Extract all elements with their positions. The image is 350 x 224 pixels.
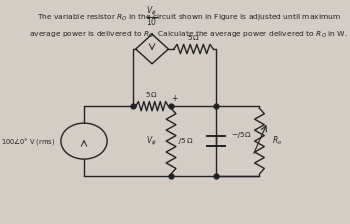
Text: $V_\phi$: $V_\phi$	[146, 135, 156, 148]
Text: $+$: $+$	[172, 93, 179, 103]
Text: $-j5\,\Omega$: $-j5\,\Omega$	[231, 130, 252, 140]
Text: $j5\,\Omega$: $j5\,\Omega$	[178, 136, 194, 146]
Text: $5\,\Omega$: $5\,\Omega$	[187, 33, 200, 42]
Text: $R_o$: $R_o$	[272, 135, 282, 147]
Text: $\dfrac{V_\phi}{10}$: $\dfrac{V_\phi}{10}$	[146, 4, 158, 28]
Text: $5\,\Omega$: $5\,\Omega$	[146, 90, 159, 99]
Text: $100\angle0°$ V (rms): $100\angle0°$ V (rms)	[1, 136, 55, 146]
Text: average power is delivered to $R_O$. Calculate the average power delivered to $R: average power is delivered to $R_O$. Cal…	[29, 30, 348, 40]
Text: The variable resistor $R_O$ in the circuit shown in Figure is adjusted until max: The variable resistor $R_O$ in the circu…	[37, 13, 341, 23]
